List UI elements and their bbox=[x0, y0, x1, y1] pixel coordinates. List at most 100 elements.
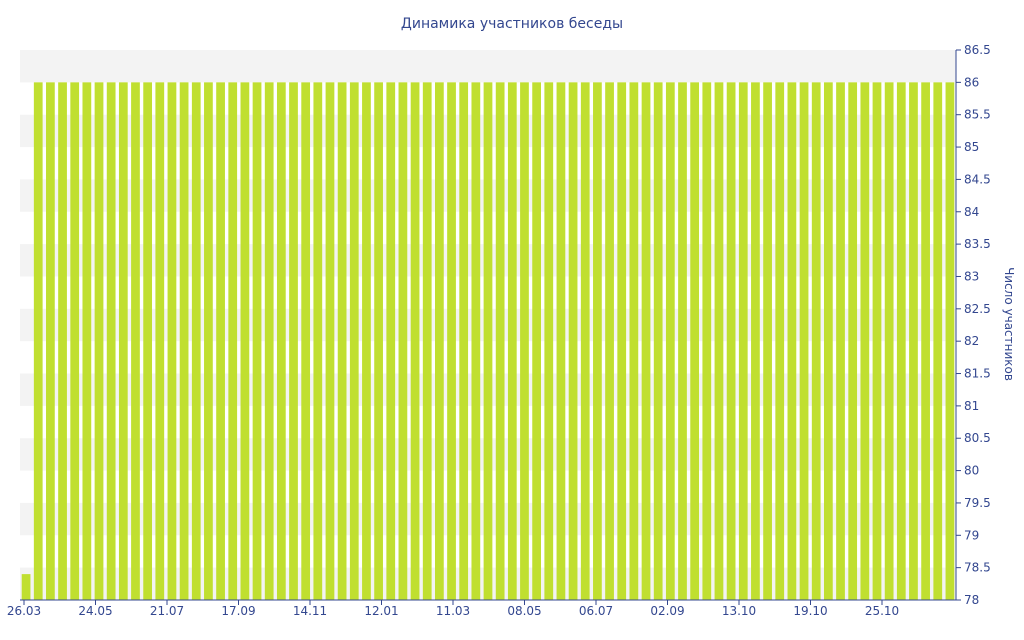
bar bbox=[520, 82, 529, 601]
bar bbox=[289, 82, 298, 601]
bar bbox=[933, 82, 943, 601]
bar bbox=[70, 82, 80, 601]
bars bbox=[21, 82, 955, 601]
bar bbox=[641, 82, 651, 601]
bar bbox=[811, 82, 821, 601]
bar bbox=[787, 82, 797, 601]
bar bbox=[21, 574, 31, 600]
bar bbox=[763, 82, 772, 601]
bar bbox=[94, 82, 104, 601]
x-tick-label: 25.10 bbox=[865, 604, 899, 618]
y-tick-label: 86.5 bbox=[964, 43, 991, 57]
bar bbox=[860, 82, 870, 601]
bar bbox=[82, 82, 92, 601]
bar bbox=[471, 82, 481, 601]
x-tick-label: 21.07 bbox=[150, 604, 184, 618]
y-tick-label: 80.5 bbox=[964, 431, 991, 445]
bar bbox=[276, 82, 286, 601]
bar bbox=[118, 82, 128, 601]
bar bbox=[568, 82, 578, 601]
y-tick-label: 79 bbox=[964, 528, 979, 542]
bar bbox=[337, 82, 347, 601]
bar bbox=[325, 82, 335, 601]
y-tick-label: 86 bbox=[964, 75, 979, 89]
bar bbox=[896, 82, 906, 601]
background-band bbox=[20, 50, 956, 83]
bar bbox=[131, 82, 140, 601]
x-tick-label: 19.10 bbox=[793, 604, 827, 618]
bar bbox=[435, 82, 444, 601]
bar bbox=[823, 82, 833, 601]
bar bbox=[544, 82, 554, 601]
bar bbox=[629, 82, 639, 601]
y-tick-label: 84.5 bbox=[964, 172, 991, 186]
bar bbox=[617, 82, 627, 601]
y-tick-label: 85.5 bbox=[964, 108, 991, 122]
bar bbox=[228, 82, 238, 601]
x-tick-label: 14.11 bbox=[293, 604, 327, 618]
bar bbox=[909, 82, 918, 601]
bar bbox=[678, 82, 687, 601]
x-tick-label: 12.01 bbox=[364, 604, 398, 618]
y-tick-label: 78.5 bbox=[964, 561, 991, 575]
bar bbox=[167, 82, 177, 601]
bar bbox=[191, 82, 201, 601]
bar bbox=[483, 82, 493, 601]
bar bbox=[726, 82, 736, 601]
bar bbox=[872, 82, 882, 601]
y-tick-label: 85 bbox=[964, 140, 979, 154]
bar bbox=[398, 82, 408, 601]
x-tick-label: 08.05 bbox=[507, 604, 541, 618]
bar bbox=[593, 82, 602, 601]
bar bbox=[836, 82, 845, 601]
y-tick-label: 78 bbox=[964, 593, 979, 607]
bar bbox=[799, 82, 809, 601]
bar bbox=[653, 82, 663, 601]
x-tick-label: 17.09 bbox=[221, 604, 255, 618]
bar bbox=[106, 82, 116, 601]
x-tick-label: 24.05 bbox=[78, 604, 112, 618]
bar bbox=[349, 82, 359, 601]
x-tick-label: 11.03 bbox=[436, 604, 470, 618]
bar bbox=[945, 82, 955, 601]
bar bbox=[738, 82, 748, 601]
bar bbox=[155, 82, 165, 601]
x-tick-label: 26.03 bbox=[7, 604, 41, 618]
bar bbox=[884, 82, 894, 601]
bar bbox=[58, 82, 67, 601]
bar bbox=[143, 82, 153, 601]
bar bbox=[556, 82, 566, 601]
bar bbox=[775, 82, 785, 601]
y-tick-label: 82.5 bbox=[964, 302, 991, 316]
y-tick-label: 82 bbox=[964, 334, 979, 348]
bar bbox=[714, 82, 724, 601]
bar bbox=[204, 82, 213, 601]
bar bbox=[46, 82, 55, 601]
x-tick-label: 06.07 bbox=[579, 604, 613, 618]
bar bbox=[848, 82, 858, 601]
bar bbox=[240, 82, 250, 601]
bar bbox=[459, 82, 469, 601]
y-tick-label: 81.5 bbox=[964, 367, 991, 381]
y-tick-label: 79.5 bbox=[964, 496, 991, 510]
bar bbox=[690, 82, 700, 601]
bar bbox=[507, 82, 517, 601]
bar bbox=[410, 82, 420, 601]
bar bbox=[179, 82, 189, 601]
y-tick-label: 84 bbox=[964, 205, 979, 219]
bar bbox=[33, 82, 43, 601]
bar bbox=[751, 82, 760, 601]
x-tick-label: 13.10 bbox=[722, 604, 756, 618]
bar bbox=[532, 82, 541, 601]
x-tick-label: 02.09 bbox=[650, 604, 684, 618]
bar bbox=[702, 82, 712, 601]
bar bbox=[374, 82, 383, 601]
bar bbox=[386, 82, 396, 601]
bar bbox=[362, 82, 371, 601]
bar bbox=[313, 82, 323, 601]
y-axis-title: Число участников bbox=[1002, 267, 1016, 381]
bar bbox=[495, 82, 505, 601]
bar bbox=[264, 82, 274, 601]
y-tick-label: 81 bbox=[964, 399, 979, 413]
